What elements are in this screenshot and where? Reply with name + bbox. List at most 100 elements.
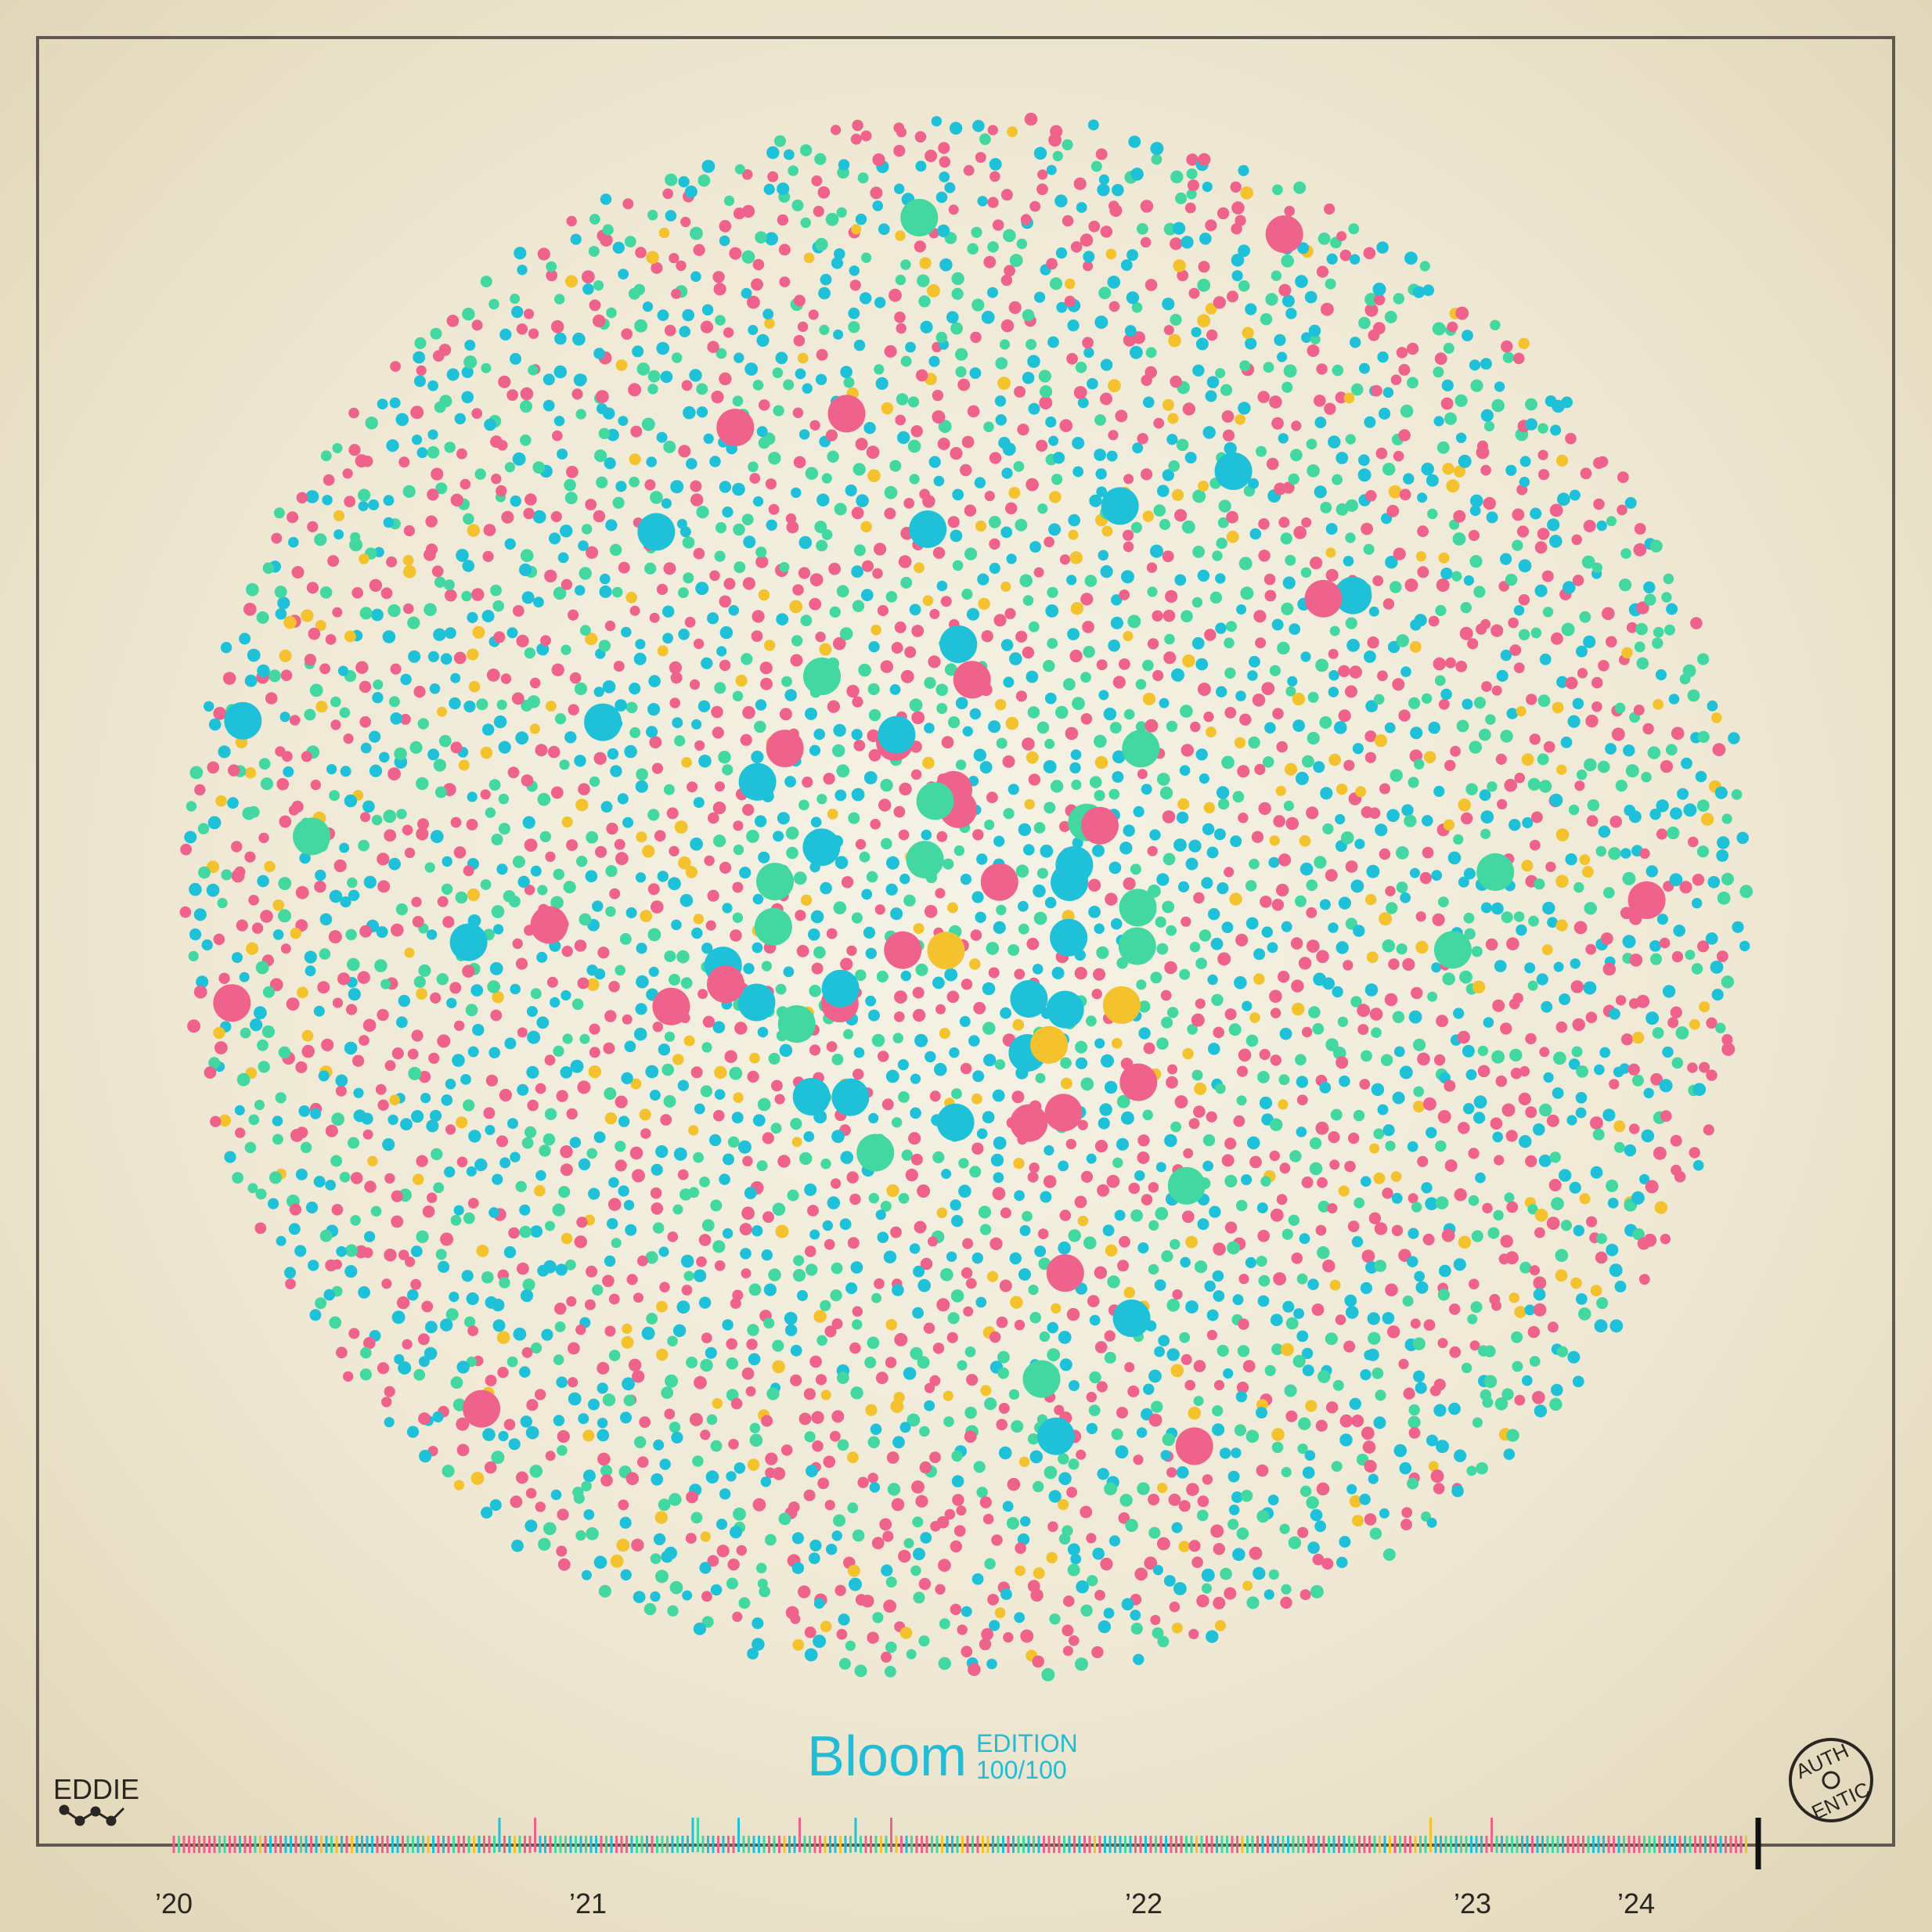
dot — [838, 159, 850, 171]
dot — [796, 945, 809, 957]
dot — [852, 696, 863, 708]
dot — [1058, 1331, 1072, 1344]
dot — [1120, 1111, 1134, 1125]
dot — [355, 454, 369, 468]
dot — [1386, 902, 1398, 914]
dot — [621, 1072, 633, 1085]
dot — [1015, 630, 1028, 643]
dot — [1361, 1176, 1372, 1187]
dot — [1008, 301, 1022, 314]
dot — [1182, 402, 1196, 416]
dot — [910, 425, 923, 438]
dot — [357, 971, 370, 984]
dot — [595, 390, 609, 403]
dot — [1213, 1596, 1226, 1609]
dot — [1094, 414, 1106, 426]
dot — [605, 865, 618, 878]
dot — [683, 1035, 695, 1047]
dot — [1271, 618, 1284, 631]
edition-label: EDITION — [976, 1729, 1078, 1757]
dot — [1466, 1465, 1477, 1476]
dot — [592, 1284, 604, 1296]
dot — [1422, 284, 1435, 297]
dot — [530, 865, 542, 877]
dot — [1549, 1152, 1562, 1163]
dot — [734, 561, 746, 574]
dot — [552, 1203, 565, 1217]
dot — [730, 1397, 743, 1410]
dot — [1365, 490, 1377, 502]
dot — [670, 672, 683, 684]
dot — [1590, 1166, 1603, 1179]
dot — [1346, 1483, 1357, 1494]
dot — [1536, 973, 1548, 986]
dot — [701, 1591, 712, 1602]
dot — [1198, 773, 1209, 784]
dot — [1683, 803, 1697, 817]
dot — [622, 816, 634, 828]
dot — [712, 1240, 726, 1253]
dot — [860, 292, 872, 305]
dot — [861, 252, 872, 263]
dot — [560, 1163, 573, 1177]
dot — [1707, 876, 1721, 889]
dot — [1400, 666, 1411, 677]
dot — [1166, 1076, 1178, 1089]
dot — [1443, 342, 1454, 354]
dot — [289, 1203, 301, 1216]
dot — [1154, 1279, 1166, 1291]
dot — [701, 1219, 715, 1232]
dot — [843, 377, 855, 388]
dot — [667, 1231, 679, 1242]
dot — [966, 1374, 979, 1386]
dot — [301, 1029, 314, 1042]
dot — [616, 1538, 630, 1552]
dot — [1159, 786, 1173, 800]
dot — [838, 1657, 851, 1670]
dot — [530, 988, 542, 1000]
dot — [1072, 437, 1085, 449]
dot — [696, 1256, 707, 1267]
dot — [928, 655, 941, 669]
dot — [422, 1205, 435, 1218]
dot — [1336, 783, 1348, 795]
dot — [1510, 1067, 1523, 1080]
dot — [815, 373, 827, 385]
dot — [1141, 1194, 1153, 1206]
dot — [870, 819, 881, 830]
dot — [1062, 139, 1073, 151]
dot — [1046, 164, 1057, 175]
dot — [719, 481, 732, 493]
dot — [1261, 926, 1274, 938]
dot — [1115, 409, 1128, 423]
dot — [620, 1411, 632, 1424]
dot — [886, 856, 899, 870]
dot — [467, 1198, 479, 1209]
dot — [652, 1022, 663, 1033]
large-dot — [213, 984, 251, 1022]
dot — [1393, 1046, 1405, 1058]
dot — [340, 766, 351, 777]
dot — [1217, 952, 1231, 966]
dot — [798, 429, 810, 440]
dot — [1094, 1266, 1108, 1279]
dot — [294, 1245, 307, 1257]
dot — [424, 862, 435, 873]
dot — [290, 928, 301, 939]
dot — [833, 1514, 846, 1527]
dot — [507, 1118, 518, 1130]
dot — [1319, 899, 1331, 910]
dot — [1315, 658, 1328, 672]
dot — [1547, 1321, 1559, 1333]
dot — [1643, 581, 1656, 593]
dot — [1047, 336, 1059, 348]
dot — [732, 881, 744, 893]
dot — [1029, 200, 1041, 212]
dot — [1697, 653, 1710, 665]
dot — [608, 981, 620, 993]
dot — [558, 1186, 571, 1198]
dot — [578, 783, 590, 795]
dot — [1505, 464, 1517, 476]
dot — [845, 1640, 856, 1651]
dot — [508, 1438, 521, 1451]
